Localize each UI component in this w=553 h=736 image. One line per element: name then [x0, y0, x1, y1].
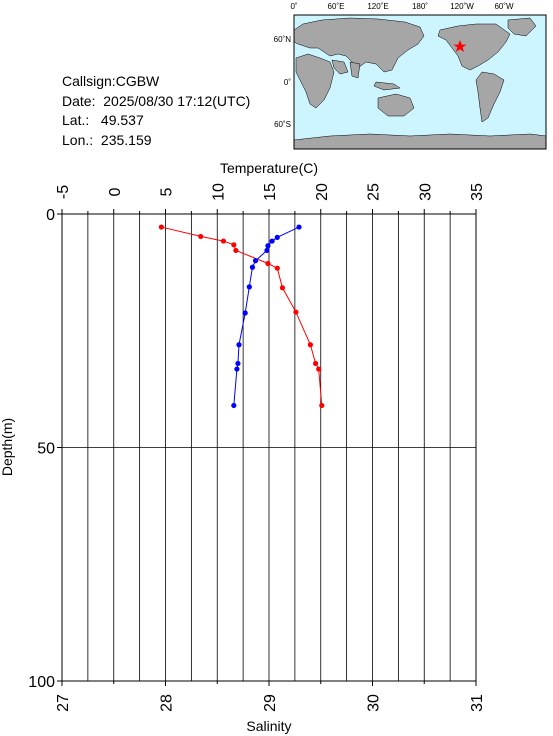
salinity-tick-label: 31	[469, 694, 486, 712]
temperature-tick-label: 35	[469, 183, 486, 201]
chart-series	[158, 224, 325, 409]
salinity-data-point	[296, 224, 302, 230]
salinity-tick-label: 27	[55, 694, 72, 712]
map-frame	[293, 14, 547, 150]
temperature-data-point	[233, 247, 239, 254]
temperature-tick-label: -5	[55, 185, 72, 199]
salinity-data-point	[265, 243, 271, 249]
lon-row: Lon.: 235.159	[62, 131, 250, 151]
temperature-data-point	[220, 238, 227, 244]
map-lon-tick: 120˚E	[367, 2, 388, 11]
station-marker	[453, 40, 467, 52]
temperature-data-point	[198, 233, 204, 240]
salinity-data-point	[236, 342, 242, 348]
map-lat-tick: 60˚N	[274, 35, 292, 44]
depth-tick-label: 0	[46, 207, 55, 224]
temperature-data-point	[274, 265, 280, 271]
salinity-tick-label: 28	[159, 694, 176, 712]
chart-grid	[61, 213, 477, 682]
map-lon-tick: 60˚E	[328, 2, 345, 11]
temperature-tick-label: 0	[107, 187, 124, 196]
map-lon-tick: 120˚W	[450, 2, 474, 11]
temperature-data-point	[312, 360, 319, 367]
depth-tick-label: 50	[37, 441, 55, 458]
temperature-data-point	[158, 224, 164, 230]
salinity-data-point	[235, 360, 241, 367]
callsign-row: Callsign:CGBW	[62, 72, 250, 92]
temperature-data-point	[293, 309, 299, 315]
temperature-profile-line	[161, 226, 323, 406]
temperature-data-point	[319, 402, 325, 409]
temperature-data-point	[316, 366, 322, 372]
salinity-data-point	[246, 284, 252, 290]
lat-label: Lat.:	[62, 112, 90, 128]
map-land	[293, 17, 547, 150]
temperature-axis-label: Temperature(C)	[220, 160, 318, 176]
depth-axis: 0 50 100	[28, 207, 62, 691]
date-value: 2025/08/30 17:12(UTC)	[103, 92, 251, 109]
salinity-axis-label: Salinity	[246, 718, 291, 734]
temperature-data-point	[279, 285, 286, 291]
temperature-tick-label: 30	[417, 183, 434, 201]
salinity-data-point	[274, 234, 280, 240]
salinity-tick-label: 30	[366, 694, 383, 712]
map-lon-tick: 180˚	[412, 2, 428, 11]
map-lat-tick: 0˚	[284, 78, 291, 87]
temperature-tick-label: 25	[366, 183, 383, 201]
date-row: Date: 2025/08/30 17:12(UTC)	[62, 92, 250, 112]
salinity-data-point	[231, 402, 237, 409]
lon-label: Lon.:	[62, 131, 94, 148]
salinity-data-point	[252, 258, 259, 264]
date-label: Date:	[62, 92, 96, 109]
salinity-data-point	[249, 264, 256, 270]
salinity-data-point	[269, 238, 275, 244]
temperature-data-point	[307, 342, 313, 348]
lat-row: Lat.: 49.537	[62, 111, 250, 131]
map-lon-ticks: 0˚ 60˚E 120˚E 180˚ 120˚W 60˚W	[290, 2, 514, 11]
temperature-axis: -5 0 5 10 15 20 25 30 35	[55, 183, 486, 214]
lon-value: 235.159	[100, 131, 152, 148]
temperature-data-point	[231, 242, 237, 248]
temperature-data-point	[265, 260, 271, 267]
world-map: 0˚ 60˚E 120˚E 180˚ 120˚W 60˚W 60˚N 0˚ 60…	[274, 2, 547, 150]
temperature-tick-label: 10	[210, 183, 227, 201]
map-lon-tick: 0˚	[290, 2, 297, 11]
salinity-data-point	[264, 247, 270, 254]
salinity-data-point	[242, 310, 248, 316]
callsign-value: CGBW	[115, 73, 160, 89]
map-lat-tick: 60˚S	[274, 120, 291, 129]
salinity-tick-label: 29	[262, 694, 279, 712]
lat-value: 49.537	[100, 112, 144, 128]
depth-tick-label: 100	[28, 674, 55, 691]
salinity-data-point	[234, 366, 240, 372]
depth-axis-label: Depth(m)	[0, 418, 15, 476]
map-lat-ticks: 60˚N 0˚ 60˚S	[274, 35, 292, 129]
salinity-axis: 27 28 29 30 31	[55, 681, 486, 712]
callsign-label: Callsign:	[62, 73, 116, 89]
temperature-tick-label: 15	[262, 183, 279, 201]
temperature-tick-label: 20	[314, 183, 331, 201]
map-lon-tick: 60˚W	[494, 2, 514, 11]
station-info: Callsign:CGBW Date: 2025/08/30 17:12(UTC…	[62, 72, 250, 150]
temperature-tick-label: 5	[159, 187, 176, 196]
